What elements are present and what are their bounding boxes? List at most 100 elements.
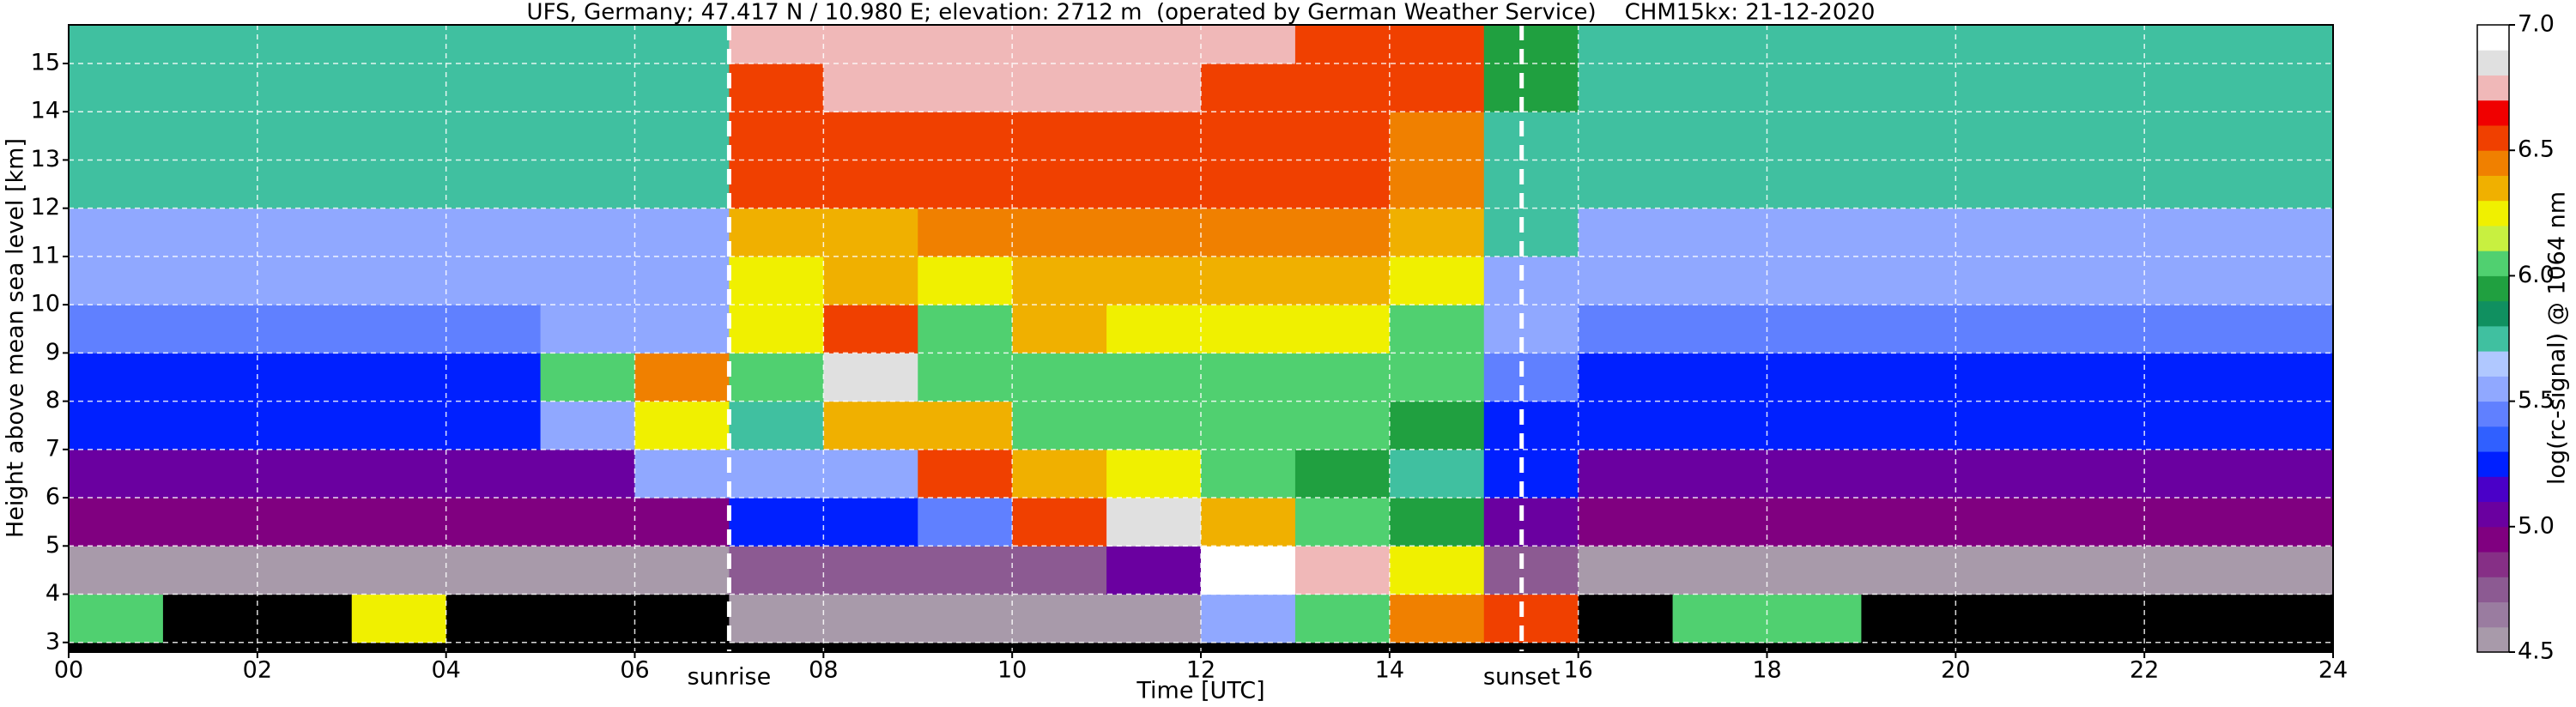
heatmap-cell	[1672, 305, 1767, 354]
heatmap-cell	[1955, 305, 2051, 354]
heatmap-cell	[351, 160, 447, 209]
colorbar-tick-label: 5.5	[2518, 387, 2555, 414]
heatmap-cell	[2144, 160, 2240, 209]
heatmap-cell	[1483, 449, 1579, 499]
heatmap-cell	[918, 594, 1013, 644]
heatmap-cell	[351, 112, 447, 160]
heatmap-cell	[634, 160, 730, 209]
heatmap-cell	[540, 449, 635, 499]
heatmap-cell	[1861, 25, 1956, 64]
heatmap-cell	[351, 546, 447, 595]
heatmap-cell	[257, 305, 353, 354]
heatmap-cell	[2144, 546, 2240, 595]
heatmap-cell	[1672, 498, 1767, 547]
heatmap-cell	[1861, 256, 1956, 305]
colorbar-swatch	[2477, 601, 2509, 628]
y-tick-label: 14	[31, 98, 60, 124]
heatmap-cell	[1389, 305, 1485, 354]
heatmap-cell	[918, 256, 1013, 305]
heatmap-cell	[823, 112, 918, 160]
x-tick-label: 12	[1186, 657, 1215, 684]
heatmap-cell	[2239, 546, 2333, 595]
heatmap-cell	[2050, 401, 2145, 450]
y-tick-label: 9	[45, 339, 60, 366]
heatmap-cell	[1578, 305, 1674, 354]
colorbar-swatch	[2477, 200, 2509, 227]
heatmap-cell	[1483, 594, 1579, 644]
heatmap-cell	[1012, 594, 1107, 644]
heatmap-cell	[445, 63, 542, 112]
heatmap-cell	[729, 498, 824, 547]
heatmap-cell	[1012, 208, 1107, 257]
heatmap-cell	[918, 401, 1013, 450]
heatmap-cell	[1106, 63, 1202, 112]
heatmap-cell	[445, 160, 542, 209]
y-tick-label: 15	[31, 49, 60, 76]
colorbar-swatch	[2477, 401, 2509, 427]
colorbar-swatch	[2477, 124, 2509, 151]
x-tick-label: 04	[431, 657, 460, 684]
heatmap-cell	[2050, 208, 2145, 257]
y-tick-label: 3	[45, 628, 60, 655]
heatmap-cell	[1201, 63, 1296, 112]
heatmap-cell	[257, 208, 353, 257]
heatmap-cell	[2239, 25, 2333, 64]
heatmap-cell	[918, 208, 1013, 257]
heatmap-cell	[540, 63, 635, 112]
heatmap-cell	[1389, 353, 1485, 402]
heatmap-cell	[162, 401, 258, 450]
heatmap-cell	[823, 546, 918, 595]
heatmap-cell	[1012, 160, 1107, 209]
heatmap-cell	[69, 594, 164, 644]
heatmap-cell	[2239, 449, 2333, 499]
heatmap-cell	[2239, 401, 2333, 450]
heatmap-cell	[1672, 256, 1767, 305]
heatmap-cell	[1389, 256, 1485, 305]
heatmap-cell	[918, 305, 1013, 354]
heatmap-cell	[162, 160, 258, 209]
chart-title: UFS, Germany; 47.417 N / 10.980 E; eleva…	[527, 0, 1876, 26]
heatmap-cell	[257, 546, 353, 595]
heatmap-cell	[918, 353, 1013, 402]
heatmap-cell	[2050, 256, 2145, 305]
heatmap-cell	[823, 449, 918, 499]
colorbar-swatch	[2477, 75, 2509, 101]
colorbar-swatch	[2477, 501, 2509, 528]
heatmap-cell	[69, 401, 164, 450]
heatmap-cell	[1861, 160, 1956, 209]
heatmap-cell	[351, 594, 447, 644]
heatmap-cell	[1955, 546, 2051, 595]
heatmap-cell	[1578, 546, 1674, 595]
heatmap-cell	[1012, 305, 1107, 354]
heatmap-cell	[1389, 594, 1485, 644]
heatmap-cell	[2050, 63, 2145, 112]
colorbar-swatch	[2477, 577, 2509, 603]
heatmap-cell	[918, 112, 1013, 160]
heatmap-cell	[540, 594, 635, 644]
heatmap-cell	[1578, 112, 1674, 160]
heatmap-cell	[1201, 256, 1296, 305]
heatmap-cell	[1483, 305, 1579, 354]
heatmap-cell	[2239, 305, 2333, 354]
heatmap-cell	[1955, 160, 2051, 209]
heatmap-cell	[1955, 353, 2051, 402]
heatmap-cell	[634, 256, 730, 305]
heatmap-cell	[540, 401, 635, 450]
colorbar-swatch	[2477, 526, 2509, 553]
heatmap-cell	[1672, 594, 1767, 644]
heatmap-cell	[2050, 353, 2145, 402]
heatmap-cell	[1955, 256, 2051, 305]
heatmap-cell	[69, 353, 164, 402]
heatmap-cell	[1672, 63, 1767, 112]
heatmap-cell	[445, 449, 542, 499]
heatmap-cell	[918, 498, 1013, 547]
heatmap-cell	[162, 256, 258, 305]
heatmap-cell	[1483, 208, 1579, 257]
heatmap-cell	[729, 208, 824, 257]
heatmap-cell	[634, 546, 730, 595]
heatmap-cell	[257, 449, 353, 499]
heatmap-cell	[1201, 449, 1296, 499]
heatmap-cell	[918, 546, 1013, 595]
heatmap-cell	[1012, 401, 1107, 450]
heatmap-cell	[1672, 353, 1767, 402]
